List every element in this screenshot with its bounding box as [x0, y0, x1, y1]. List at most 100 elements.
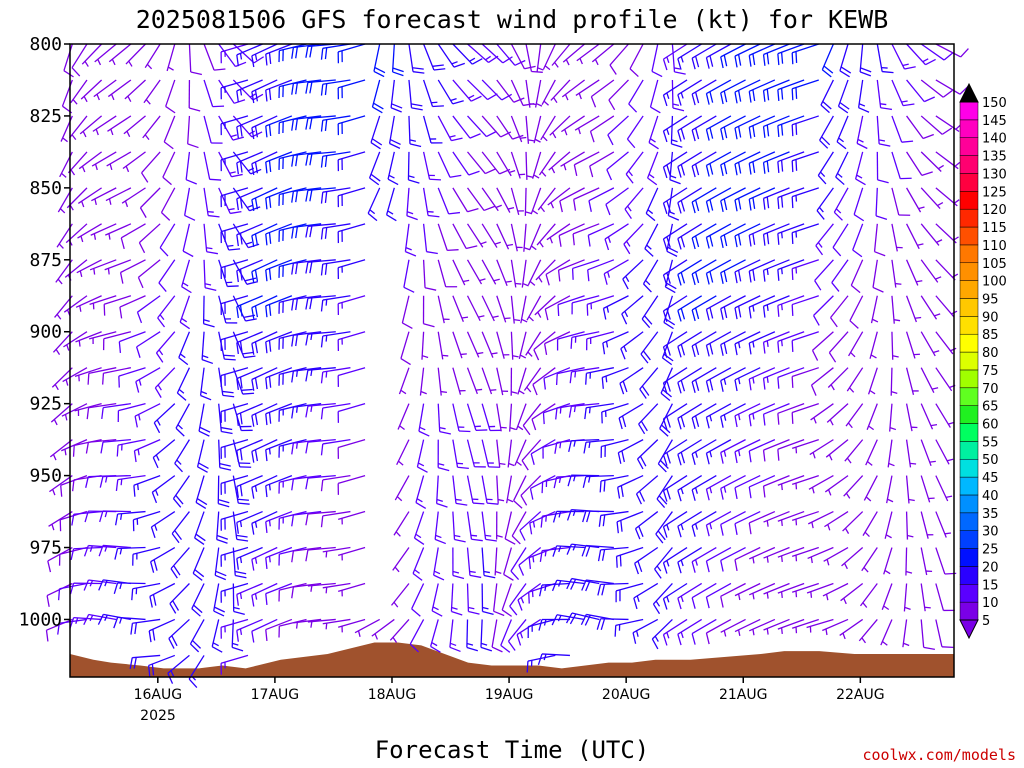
wind-barb: [305, 115, 336, 130]
barb-flag: [310, 333, 313, 341]
barb-flag: [236, 486, 239, 498]
barb-flag: [625, 173, 634, 184]
barb-shaft: [337, 79, 366, 89]
barb-flag: [102, 373, 105, 385]
barb-shaft: [720, 367, 746, 382]
wind-barb: [905, 439, 917, 468]
barb-flag: [677, 382, 682, 394]
barb-shaft: [763, 259, 790, 271]
barb-flag: [64, 414, 68, 421]
barb-flag: [409, 139, 417, 142]
barb-flag: [206, 251, 219, 255]
wind-barb: [61, 439, 88, 456]
colorbar-segment: [959, 333, 979, 353]
wind-barb: [662, 187, 688, 215]
barb-shaft: [452, 403, 460, 432]
barb-flag: [588, 407, 591, 414]
barb-flag: [295, 154, 298, 167]
barb-shaft: [75, 295, 102, 308]
wind-barb: [159, 223, 176, 257]
wind-barb: [337, 403, 366, 423]
barb-shaft: [265, 439, 293, 451]
barb-flag: [305, 226, 309, 238]
wind-barb: [501, 583, 513, 617]
barb-flag: [762, 486, 766, 498]
barb-flag: [431, 610, 443, 617]
barb-flag: [677, 633, 682, 646]
colorbar-segment: [959, 387, 979, 406]
barb-shaft: [600, 474, 629, 482]
barb-shaft: [822, 582, 849, 597]
wind-barb: [98, 544, 131, 557]
barb-shaft: [437, 403, 441, 432]
barb-flag: [522, 282, 529, 287]
barb-flag: [666, 380, 671, 392]
wind-barb: [935, 223, 959, 244]
barb-shaft: [734, 403, 761, 417]
barb-shaft: [117, 546, 146, 550]
barb-flag: [309, 117, 313, 130]
barb-flag: [513, 318, 521, 322]
barb-flag: [694, 343, 700, 356]
wind-barb: [651, 43, 663, 78]
barb-shaft: [187, 115, 191, 144]
barb-shaft: [437, 295, 445, 324]
barb-flag: [235, 61, 247, 68]
wind-barb: [516, 618, 542, 646]
barb-shaft: [889, 403, 893, 432]
barb-shaft: [763, 151, 790, 164]
wind-barb: [157, 295, 176, 328]
barb-flag: [558, 511, 562, 518]
barb-flag: [325, 551, 328, 558]
wind-barb: [590, 79, 615, 108]
barb-shaft: [587, 295, 615, 305]
barb-shaft: [520, 295, 527, 324]
barb-flag: [246, 280, 259, 285]
barb-shaft: [571, 331, 600, 339]
wind-barb: [513, 475, 527, 509]
barb-shaft: [920, 475, 931, 503]
barb-flag: [677, 490, 682, 502]
wind-barb: [845, 403, 864, 429]
wind-barb: [632, 618, 659, 644]
barb-flag: [762, 162, 766, 174]
barb-shaft: [870, 295, 878, 324]
wind-barb: [748, 331, 776, 355]
barb-shaft: [337, 223, 366, 233]
barb-flag: [811, 487, 815, 494]
barb-flag: [251, 163, 255, 176]
barb-shaft: [307, 151, 336, 156]
barb-flag: [268, 448, 271, 455]
barb-flag: [627, 205, 632, 212]
wind-barb: [657, 439, 673, 473]
barb-shaft: [833, 187, 849, 213]
wind-barb: [618, 403, 644, 430]
barb-flag: [655, 600, 661, 607]
barb-flag: [922, 58, 929, 63]
wind-barb: [518, 331, 527, 360]
barb-flag: [777, 269, 780, 281]
wind-barb: [278, 331, 307, 350]
barb-shaft: [408, 43, 414, 72]
wind-barb: [652, 583, 673, 615]
wind-barb: [265, 259, 293, 282]
barb-flag: [295, 262, 298, 275]
barb-flag: [57, 588, 61, 601]
wind-barb: [935, 475, 953, 502]
barb-shaft: [887, 439, 893, 468]
barb-flag: [795, 123, 798, 135]
barb-shaft: [307, 438, 336, 443]
colorbar-label: 85: [982, 328, 999, 343]
wind-barb: [141, 151, 161, 183]
barb-flag: [251, 55, 255, 68]
barb-flag: [309, 46, 313, 58]
wind-barb: [622, 259, 644, 290]
barb-flag: [236, 378, 239, 390]
barb-flag: [137, 449, 140, 456]
barb-shaft: [572, 259, 600, 270]
barb-flag: [268, 124, 272, 136]
barb-flag: [621, 450, 625, 463]
barb-flag: [436, 498, 443, 503]
barb-flag: [723, 270, 728, 283]
barb-shaft: [236, 115, 263, 128]
